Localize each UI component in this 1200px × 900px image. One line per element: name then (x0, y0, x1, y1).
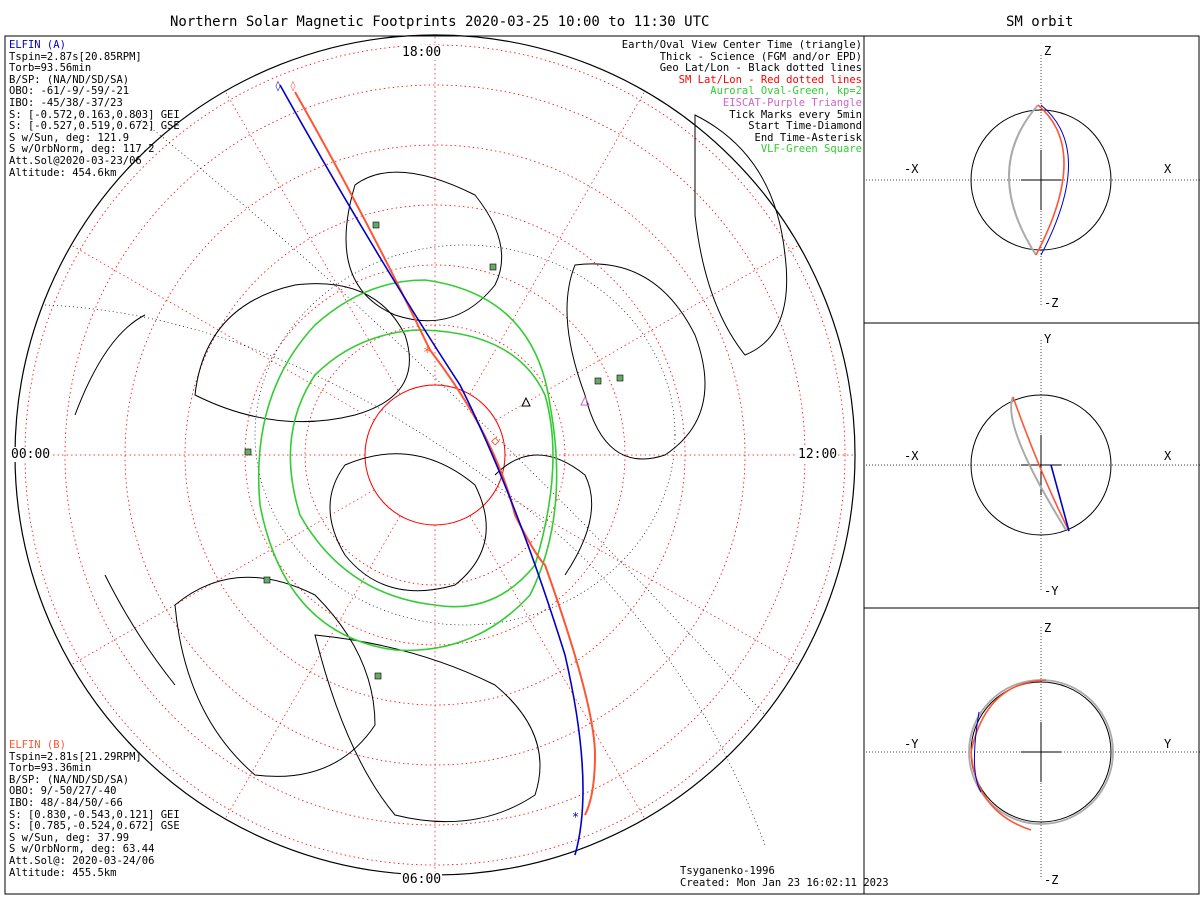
orbit-panel-xy (866, 340, 1200, 590)
elfin-a-line: Torb=93.56min (9, 62, 92, 75)
elfin-b-start-diamond: ◊ (290, 80, 296, 92)
elfin-b-line: S w/Sun, deg: 37.99 (9, 831, 130, 844)
auroral-oval (257, 279, 558, 652)
elfin-a-end-asterisk: * (572, 810, 579, 824)
panel-yz-up-label: Z (1044, 621, 1052, 635)
elfin-a-line: Altitude: 454.6km (9, 166, 117, 179)
panel-xz-down-label: -Z (1044, 296, 1059, 310)
legend-item: SM Lat/Lon - Red dotted lines (678, 73, 862, 86)
panel-xy-right-label: X (1164, 449, 1172, 463)
page-title: Northern Solar Magnetic Footprints 2020-… (170, 14, 710, 30)
elfin-b-line: S: [0.785,-0.524,0.672] GSE (9, 820, 180, 833)
panel-xz-left-label: -X (904, 162, 919, 176)
legend-item: End Time-Asterisk (754, 131, 862, 144)
elfin-b-line: S: [0.830,-0.543,0.121] GEI (9, 808, 180, 821)
legend-item: Tick Marks every 5min (729, 108, 862, 121)
elfin-b-line: B/SP: (NA/ND/SD/SA) (9, 773, 130, 786)
clock-label-left: 00:00 (10, 447, 52, 462)
vlf-stations (244, 221, 624, 680)
elfin-b-track (294, 91, 597, 816)
elfin-a-line: S w/OrbNorm, deg: 117.2 (9, 143, 155, 156)
panel-xz-up-label: Z (1044, 44, 1052, 58)
elfin-a-line: Att.Sol@2020-03-23/06 (9, 154, 142, 167)
elfin-a-info: ELFIN (A) Tspin=2.87s[20.85RPM] Torb=93.… (9, 39, 180, 179)
sm-orbit-title: SM orbit (1006, 14, 1074, 30)
elfin-b-line: IBO: 48/-84/50/-66 (9, 796, 123, 809)
elfin-a-name: ELFIN (A) (9, 39, 66, 51)
legend-item: Auroral Oval-Green, kp=2 (710, 85, 862, 98)
panel-xz-right-label: X (1164, 162, 1172, 176)
orbit-panel-xz (866, 55, 1200, 305)
elfin-b-line: Tspin=2.81s[21.29RPM] (9, 750, 142, 763)
panel-yz-right-label: Y (1164, 737, 1172, 751)
elfin-a-start-diamond: ◊ (275, 80, 281, 92)
elfin-a-track (279, 84, 584, 856)
elfin-a-line: Tspin=2.87s[20.85RPM] (9, 50, 142, 63)
legend: Earth/Oval View Center Time (triangle) T… (621, 39, 862, 156)
panel-xy-down-label: -Y (1044, 584, 1059, 598)
elfin-b-line: OBO: 9/-50/27/-40 (9, 785, 117, 798)
clock-label-bottom: 06:00 (401, 872, 443, 887)
elfin-a-line: IBO: -45/38/-37/23 (9, 96, 123, 109)
created-stamp: Created: Mon Jan 23 16:02:11 2023 (680, 876, 889, 889)
elfin-b-line: S w/OrbNorm, deg: 63.44 (9, 843, 155, 856)
elfin-b-line: Torb=93.36min (9, 762, 92, 775)
orbit-panel-yz (866, 627, 1200, 877)
credits: Tsyganenko-1996 Created: Mon Jan 23 16:0… (680, 865, 889, 889)
elfin-a-line: S: [-0.572,0.163,0.803] GEI (9, 108, 180, 121)
panel-xy-left-label: -X (904, 449, 919, 463)
panel-xy-up-label: Y (1044, 332, 1052, 346)
legend-item: VLF-Green Square (760, 143, 862, 156)
elfin-b-view-diamond: ◇ (491, 433, 500, 449)
legend-item: EISCAT-Purple Triangle (722, 96, 862, 109)
geo-grid (44, 114, 766, 846)
panel-yz-left-label: -Y (904, 737, 919, 751)
view-center-triangle (521, 396, 531, 407)
elfin-b-line: Att.Sol@: 2020-03-24/06 (9, 854, 155, 867)
clock-label-top: 18:00 (401, 45, 443, 60)
elfin-b-line: Altitude: 455.5km (9, 866, 117, 879)
model-name: Tsyganenko-1996 (680, 865, 775, 877)
elfin-b-end-asterisk: * (423, 345, 431, 361)
legend-item: Geo Lat/Lon - Black dotted lines (659, 62, 862, 75)
clock-label-right: 12:00 (797, 447, 839, 462)
elfin-a-line: S w/Sun, deg: 121.9 (9, 131, 130, 144)
eiscat-triangle (580, 395, 590, 406)
elfin-a-line: B/SP: (NA/ND/SD/SA) (9, 73, 130, 86)
sm-inner-circle (364, 384, 506, 526)
legend-item: Thick - Science (FGM and/or EPD) (659, 50, 862, 63)
elfin-a-line: S: [-0.527,0.519,0.672] GSE (9, 120, 180, 133)
legend-item: Earth/Oval View Center Time (triangle) (621, 39, 862, 51)
elfin-b-info: ELFIN (B) Tspin=2.81s[21.29RPM] Torb=93.… (9, 739, 180, 879)
elfin-a-line: OBO: -61/-9/-59/-21 (9, 85, 130, 98)
coastlines (74, 114, 788, 823)
elfin-b-name: ELFIN (B) (9, 739, 66, 751)
panel-yz-down-label: -Z (1044, 873, 1059, 887)
legend-item: Start Time-Diamond (748, 120, 862, 133)
